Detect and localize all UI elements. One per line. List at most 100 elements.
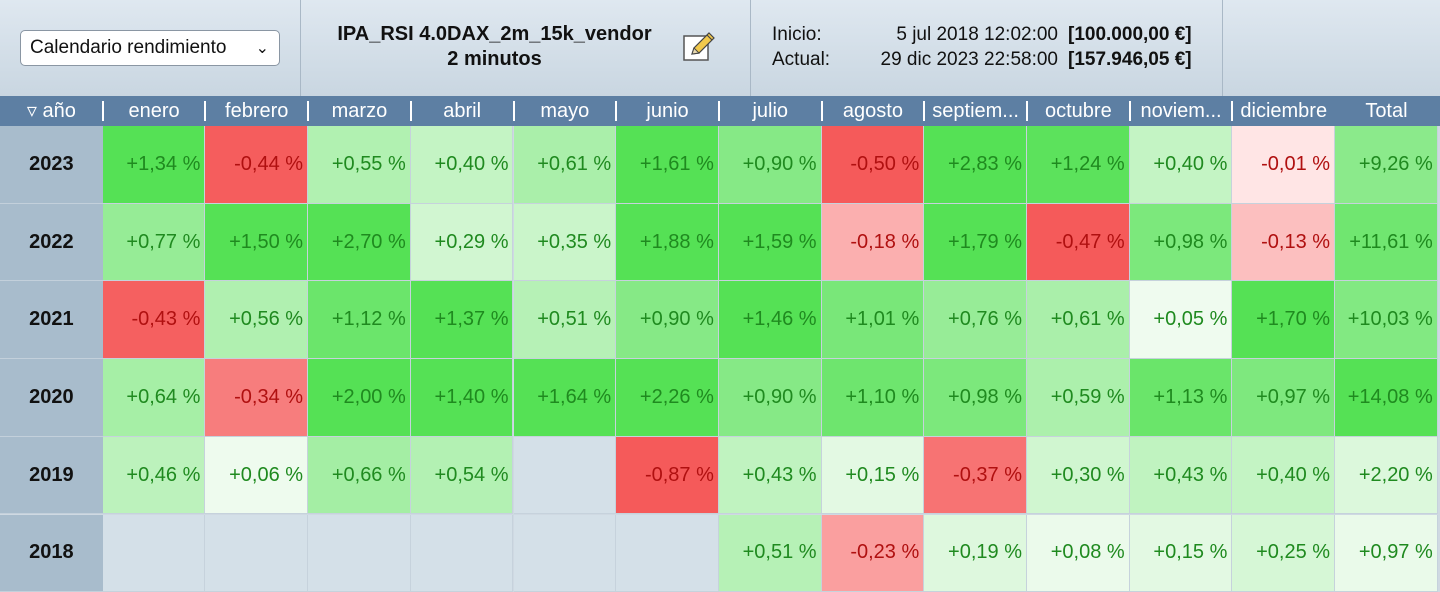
column-header[interactable]: abril xyxy=(443,100,482,122)
month-return-cell[interactable]: +0,90 % xyxy=(718,126,822,204)
month-return-cell[interactable]: -0,18 % xyxy=(821,203,925,282)
month-return-cell[interactable]: +1,40 % xyxy=(410,359,514,437)
month-return-cell[interactable]: +0,25 % xyxy=(1232,514,1336,592)
column-header-year[interactable]: ▿ año xyxy=(26,100,76,122)
year-total-cell[interactable]: +11,61 % xyxy=(1335,203,1438,282)
month-return-cell[interactable]: +1,46 % xyxy=(718,281,822,360)
column-header[interactable]: noviem... xyxy=(1140,100,1222,122)
month-return-cell[interactable]: +1,13 % xyxy=(1129,359,1233,437)
header-divider xyxy=(717,101,720,121)
edit-icon[interactable] xyxy=(682,30,718,64)
column-header[interactable]: julio xyxy=(752,100,789,122)
month-return-cell[interactable]: +0,51 % xyxy=(718,514,822,592)
month-return-cell[interactable]: +0,46 % xyxy=(102,436,206,515)
column-header[interactable]: diciembre xyxy=(1240,100,1328,122)
view-select[interactable]: Calendario rendimiento ⌄ xyxy=(20,30,280,66)
month-return-cell[interactable]: +0,97 % xyxy=(1232,359,1336,437)
column-header[interactable]: octubre xyxy=(1044,100,1112,122)
month-return-cell[interactable]: +1,01 % xyxy=(821,281,925,360)
month-return-cell[interactable]: +1,12 % xyxy=(308,281,411,360)
month-return-cell[interactable]: +1,70 % xyxy=(1232,281,1336,360)
month-return-cell[interactable]: +0,54 % xyxy=(410,436,514,515)
month-return-cell[interactable]: -0,13 % xyxy=(1232,203,1336,282)
month-return-cell[interactable]: -0,37 % xyxy=(924,436,1027,515)
month-return-cell[interactable]: +0,66 % xyxy=(308,436,411,515)
month-return-cell[interactable]: +0,35 % xyxy=(513,203,617,282)
column-header[interactable]: febrero xyxy=(225,100,289,122)
month-return-cell[interactable]: +0,61 % xyxy=(513,126,617,204)
year-total-cell[interactable]: +9,26 % xyxy=(1335,126,1438,204)
month-return-cell[interactable]: +0,30 % xyxy=(1027,436,1130,515)
month-return-cell[interactable] xyxy=(308,514,411,592)
month-return-cell[interactable]: -0,43 % xyxy=(102,281,206,360)
month-return-cell[interactable]: -0,47 % xyxy=(1027,203,1130,282)
month-return-cell[interactable] xyxy=(616,514,719,592)
month-return-cell[interactable] xyxy=(102,514,206,592)
year-label: 2023 xyxy=(0,126,103,204)
column-header[interactable]: mayo xyxy=(540,100,590,122)
month-return-cell[interactable]: +0,15 % xyxy=(821,436,925,515)
header-divider xyxy=(1231,101,1234,121)
month-return-cell[interactable]: +0,59 % xyxy=(1027,359,1130,437)
month-return-cell[interactable]: +0,40 % xyxy=(1129,126,1233,204)
column-header[interactable]: agosto xyxy=(842,100,903,122)
month-return-cell[interactable]: +0,98 % xyxy=(924,359,1027,437)
month-return-cell[interactable] xyxy=(205,514,309,592)
month-return-cell[interactable]: +0,77 % xyxy=(102,203,206,282)
month-return-cell[interactable]: +0,43 % xyxy=(1129,436,1233,515)
month-return-cell[interactable]: -0,87 % xyxy=(616,436,719,515)
month-return-cell[interactable]: +0,19 % xyxy=(924,514,1027,592)
month-return-cell[interactable]: +0,08 % xyxy=(1027,514,1130,592)
column-header[interactable]: enero xyxy=(128,100,180,122)
month-return-cell[interactable]: -0,34 % xyxy=(205,359,309,437)
month-return-cell[interactable]: +1,59 % xyxy=(718,203,822,282)
month-return-cell[interactable] xyxy=(513,436,617,515)
month-return-cell[interactable]: +2,00 % xyxy=(308,359,411,437)
month-return-cell[interactable]: +1,34 % xyxy=(102,126,206,204)
month-return-cell[interactable]: +1,61 % xyxy=(616,126,719,204)
column-header[interactable]: marzo xyxy=(331,100,388,122)
year-total-cell[interactable]: +14,08 % xyxy=(1335,359,1438,437)
column-header[interactable]: Total xyxy=(1365,100,1408,122)
month-return-cell[interactable]: +0,15 % xyxy=(1129,514,1233,592)
month-return-cell[interactable]: +1,50 % xyxy=(205,203,309,282)
timeframe: 2 minutos xyxy=(447,48,542,70)
month-return-cell[interactable]: +1,10 % xyxy=(821,359,925,437)
month-return-cell[interactable]: +0,40 % xyxy=(410,126,514,204)
month-return-cell[interactable]: +0,98 % xyxy=(1129,203,1233,282)
month-return-cell[interactable]: -0,44 % xyxy=(205,126,309,204)
month-return-cell[interactable]: +0,06 % xyxy=(205,436,309,515)
month-return-cell[interactable]: +0,29 % xyxy=(410,203,514,282)
month-return-cell[interactable]: +1,79 % xyxy=(924,203,1027,282)
month-return-cell[interactable] xyxy=(513,514,617,592)
month-return-cell[interactable]: +0,43 % xyxy=(718,436,822,515)
month-return-cell[interactable]: +0,76 % xyxy=(924,281,1027,360)
month-return-cell[interactable]: +0,64 % xyxy=(102,359,206,437)
view-select-label: Calendario rendimiento xyxy=(30,37,227,58)
month-return-cell[interactable]: +1,88 % xyxy=(616,203,719,282)
month-return-cell[interactable]: +0,90 % xyxy=(616,281,719,360)
month-return-cell[interactable]: +0,05 % xyxy=(1129,281,1233,360)
month-return-cell[interactable]: +1,37 % xyxy=(410,281,514,360)
month-return-cell[interactable] xyxy=(410,514,514,592)
year-total-cell[interactable]: +0,97 % xyxy=(1335,514,1438,592)
month-return-cell[interactable]: -0,50 % xyxy=(821,126,925,204)
month-return-cell[interactable]: +2,83 % xyxy=(924,126,1027,204)
month-return-cell[interactable]: +1,24 % xyxy=(1027,126,1130,204)
month-return-cell[interactable]: +2,26 % xyxy=(616,359,719,437)
month-return-cell[interactable]: +0,40 % xyxy=(1232,436,1336,515)
month-return-cell[interactable]: +0,90 % xyxy=(718,359,822,437)
month-return-cell[interactable]: +0,56 % xyxy=(205,281,309,360)
month-return-cell[interactable]: +2,70 % xyxy=(308,203,411,282)
year-total-cell[interactable]: +10,03 % xyxy=(1335,281,1438,360)
column-header[interactable]: septiem... xyxy=(932,100,1019,122)
month-return-cell[interactable]: +0,61 % xyxy=(1027,281,1130,360)
month-return-cell[interactable]: +1,64 % xyxy=(513,359,617,437)
month-return-cell[interactable]: +0,51 % xyxy=(513,281,617,360)
month-return-cell[interactable]: -0,23 % xyxy=(821,514,925,592)
year-total-cell[interactable]: +2,20 % xyxy=(1335,436,1438,515)
column-header[interactable]: junio xyxy=(646,100,689,122)
month-return-cell[interactable]: +0,55 % xyxy=(308,126,411,204)
toolbar-divider xyxy=(1222,0,1223,96)
month-return-cell[interactable]: -0,01 % xyxy=(1232,126,1336,204)
